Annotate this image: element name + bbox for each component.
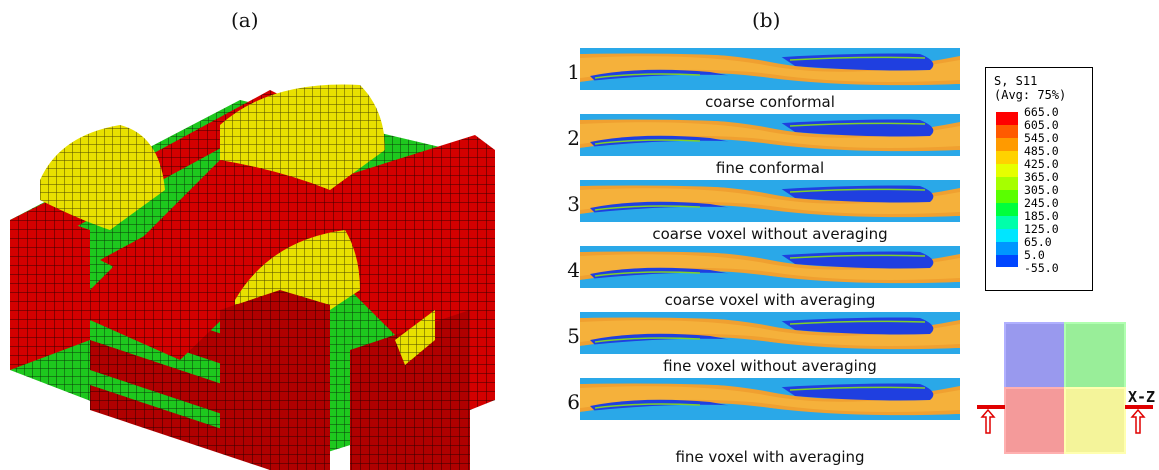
row-number: 1 xyxy=(567,60,580,84)
section-view-schematic xyxy=(977,322,1153,454)
legend-swatch xyxy=(996,177,1018,190)
legend-values: 665.0 605.0 545.0 485.0 425.0 365.0 305.… xyxy=(1024,106,1059,275)
panel-a-label: (a) xyxy=(231,8,259,32)
row-caption: coarse conformal xyxy=(705,93,835,111)
legend-swatch xyxy=(996,164,1018,177)
stress-legend: S, S11 (Avg: 75%) 665.0 605.0 545.0 485.… xyxy=(985,67,1093,291)
legend-value: 425.0 xyxy=(1024,157,1059,171)
legend-value: 485.0 xyxy=(1024,144,1059,158)
legend-value: 245.0 xyxy=(1024,196,1059,210)
row-caption: fine voxel with averaging xyxy=(675,448,865,466)
arrow-up-icon xyxy=(1130,408,1146,434)
legend-swatch xyxy=(996,203,1018,216)
legend-swatch xyxy=(996,138,1018,151)
row-caption: coarse voxel without averaging xyxy=(652,225,888,243)
voxel-woven-model-figure xyxy=(10,84,495,470)
row-caption: fine voxel without averaging xyxy=(663,357,877,375)
legend-swatch xyxy=(996,151,1018,164)
legend-value: 605.0 xyxy=(1024,118,1059,132)
legend-value: 665.0 xyxy=(1024,105,1059,119)
section-green-tow xyxy=(1064,322,1126,389)
arrow-up-icon xyxy=(980,408,996,434)
row-caption: fine conformal xyxy=(715,159,825,177)
section-yellow-tow xyxy=(1064,387,1126,454)
panel-b-label: (b) xyxy=(752,8,781,32)
legend-swatch xyxy=(996,125,1018,138)
legend-value: 545.0 xyxy=(1024,131,1059,145)
section-view-label: X-Z xyxy=(1128,388,1156,406)
legend-colorbar xyxy=(996,112,1018,280)
legend-swatch xyxy=(996,229,1018,242)
row-caption: coarse voxel with averaging xyxy=(664,291,876,309)
legend-subtitle: (Avg: 75%) xyxy=(994,88,1067,102)
legend-swatch xyxy=(996,190,1018,203)
row-number: 2 xyxy=(567,126,580,150)
legend-swatch xyxy=(996,255,1018,267)
row-number: 4 xyxy=(567,258,580,282)
row-number: 3 xyxy=(567,192,580,216)
row-number: 6 xyxy=(567,390,580,414)
legend-title: S, S11 xyxy=(994,74,1038,88)
section-blue-tow xyxy=(1004,322,1066,389)
legend-value: 125.0 xyxy=(1024,222,1059,236)
legend-swatch xyxy=(996,112,1018,125)
row-number: 5 xyxy=(567,324,580,348)
legend-value: 305.0 xyxy=(1024,183,1059,197)
legend-swatch xyxy=(996,216,1018,229)
legend-value: -55.0 xyxy=(1024,261,1059,275)
legend-value: 65.0 xyxy=(1024,235,1052,249)
legend-value: 365.0 xyxy=(1024,170,1059,184)
section-red-tow xyxy=(1004,387,1066,454)
legend-swatch xyxy=(996,242,1018,255)
stress-contour-strips xyxy=(580,48,960,421)
legend-value: 5.0 xyxy=(1024,248,1045,262)
legend-value: 185.0 xyxy=(1024,209,1059,223)
